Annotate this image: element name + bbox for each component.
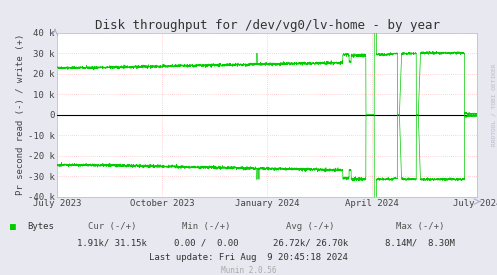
Title: Disk throughput for /dev/vg0/lv-home - by year: Disk throughput for /dev/vg0/lv-home - b… <box>94 19 440 32</box>
Text: Max (-/+): Max (-/+) <box>396 222 444 231</box>
Text: Munin 2.0.56: Munin 2.0.56 <box>221 266 276 275</box>
Text: Cur (-/+): Cur (-/+) <box>87 222 136 231</box>
Text: ■: ■ <box>10 222 16 232</box>
Text: Min (-/+): Min (-/+) <box>182 222 231 231</box>
Text: 8.14M/  8.30M: 8.14M/ 8.30M <box>385 239 455 248</box>
Text: Last update: Fri Aug  9 20:45:18 2024: Last update: Fri Aug 9 20:45:18 2024 <box>149 254 348 262</box>
Text: Bytes: Bytes <box>27 222 54 231</box>
Text: 26.72k/ 26.70k: 26.72k/ 26.70k <box>273 239 348 248</box>
Y-axis label: Pr second read (-) / write (+): Pr second read (-) / write (+) <box>16 34 25 196</box>
Text: RRDTOOL / TOBI OETIKER: RRDTOOL / TOBI OETIKER <box>491 63 496 146</box>
Text: Avg (-/+): Avg (-/+) <box>286 222 335 231</box>
Text: 1.91k/ 31.15k: 1.91k/ 31.15k <box>77 239 147 248</box>
Text: 0.00 /  0.00: 0.00 / 0.00 <box>174 239 239 248</box>
